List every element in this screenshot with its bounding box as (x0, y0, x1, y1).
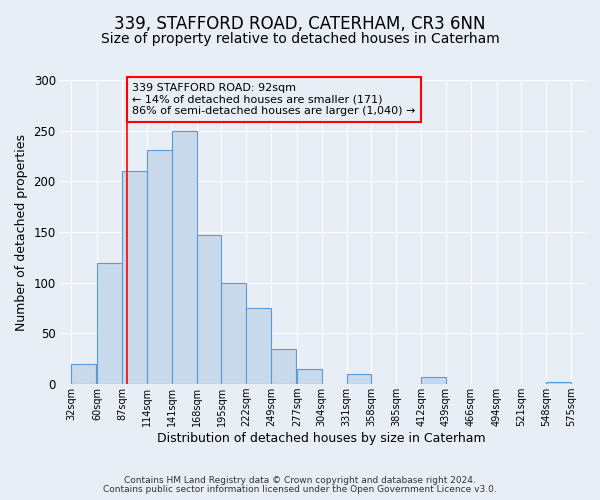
Bar (347, 374, 371, 384)
Text: 339 STAFFORD ROAD: 92sqm
← 14% of detached houses are smaller (171)
86% of semi-: 339 STAFFORD ROAD: 92sqm ← 14% of detach… (132, 83, 416, 116)
Bar (421, 377, 446, 384)
Bar (221, 283, 247, 384)
Bar (172, 130, 197, 384)
Bar (271, 348, 296, 384)
Text: Size of property relative to detached houses in Caterham: Size of property relative to detached ho… (101, 32, 499, 46)
X-axis label: Distribution of detached houses by size in Caterham: Distribution of detached houses by size … (157, 432, 486, 445)
Bar (247, 308, 271, 384)
Bar (197, 235, 221, 384)
Bar (71, 364, 97, 384)
Text: 339, STAFFORD ROAD, CATERHAM, CR3 6NN: 339, STAFFORD ROAD, CATERHAM, CR3 6NN (114, 15, 486, 33)
Bar (97, 262, 122, 384)
Bar (122, 171, 147, 384)
Bar (297, 369, 322, 384)
Y-axis label: Number of detached properties: Number of detached properties (15, 134, 28, 330)
Bar (147, 150, 172, 384)
Text: Contains public sector information licensed under the Open Government Licence v3: Contains public sector information licen… (103, 485, 497, 494)
Text: Contains HM Land Registry data © Crown copyright and database right 2024.: Contains HM Land Registry data © Crown c… (124, 476, 476, 485)
Bar (547, 382, 571, 384)
